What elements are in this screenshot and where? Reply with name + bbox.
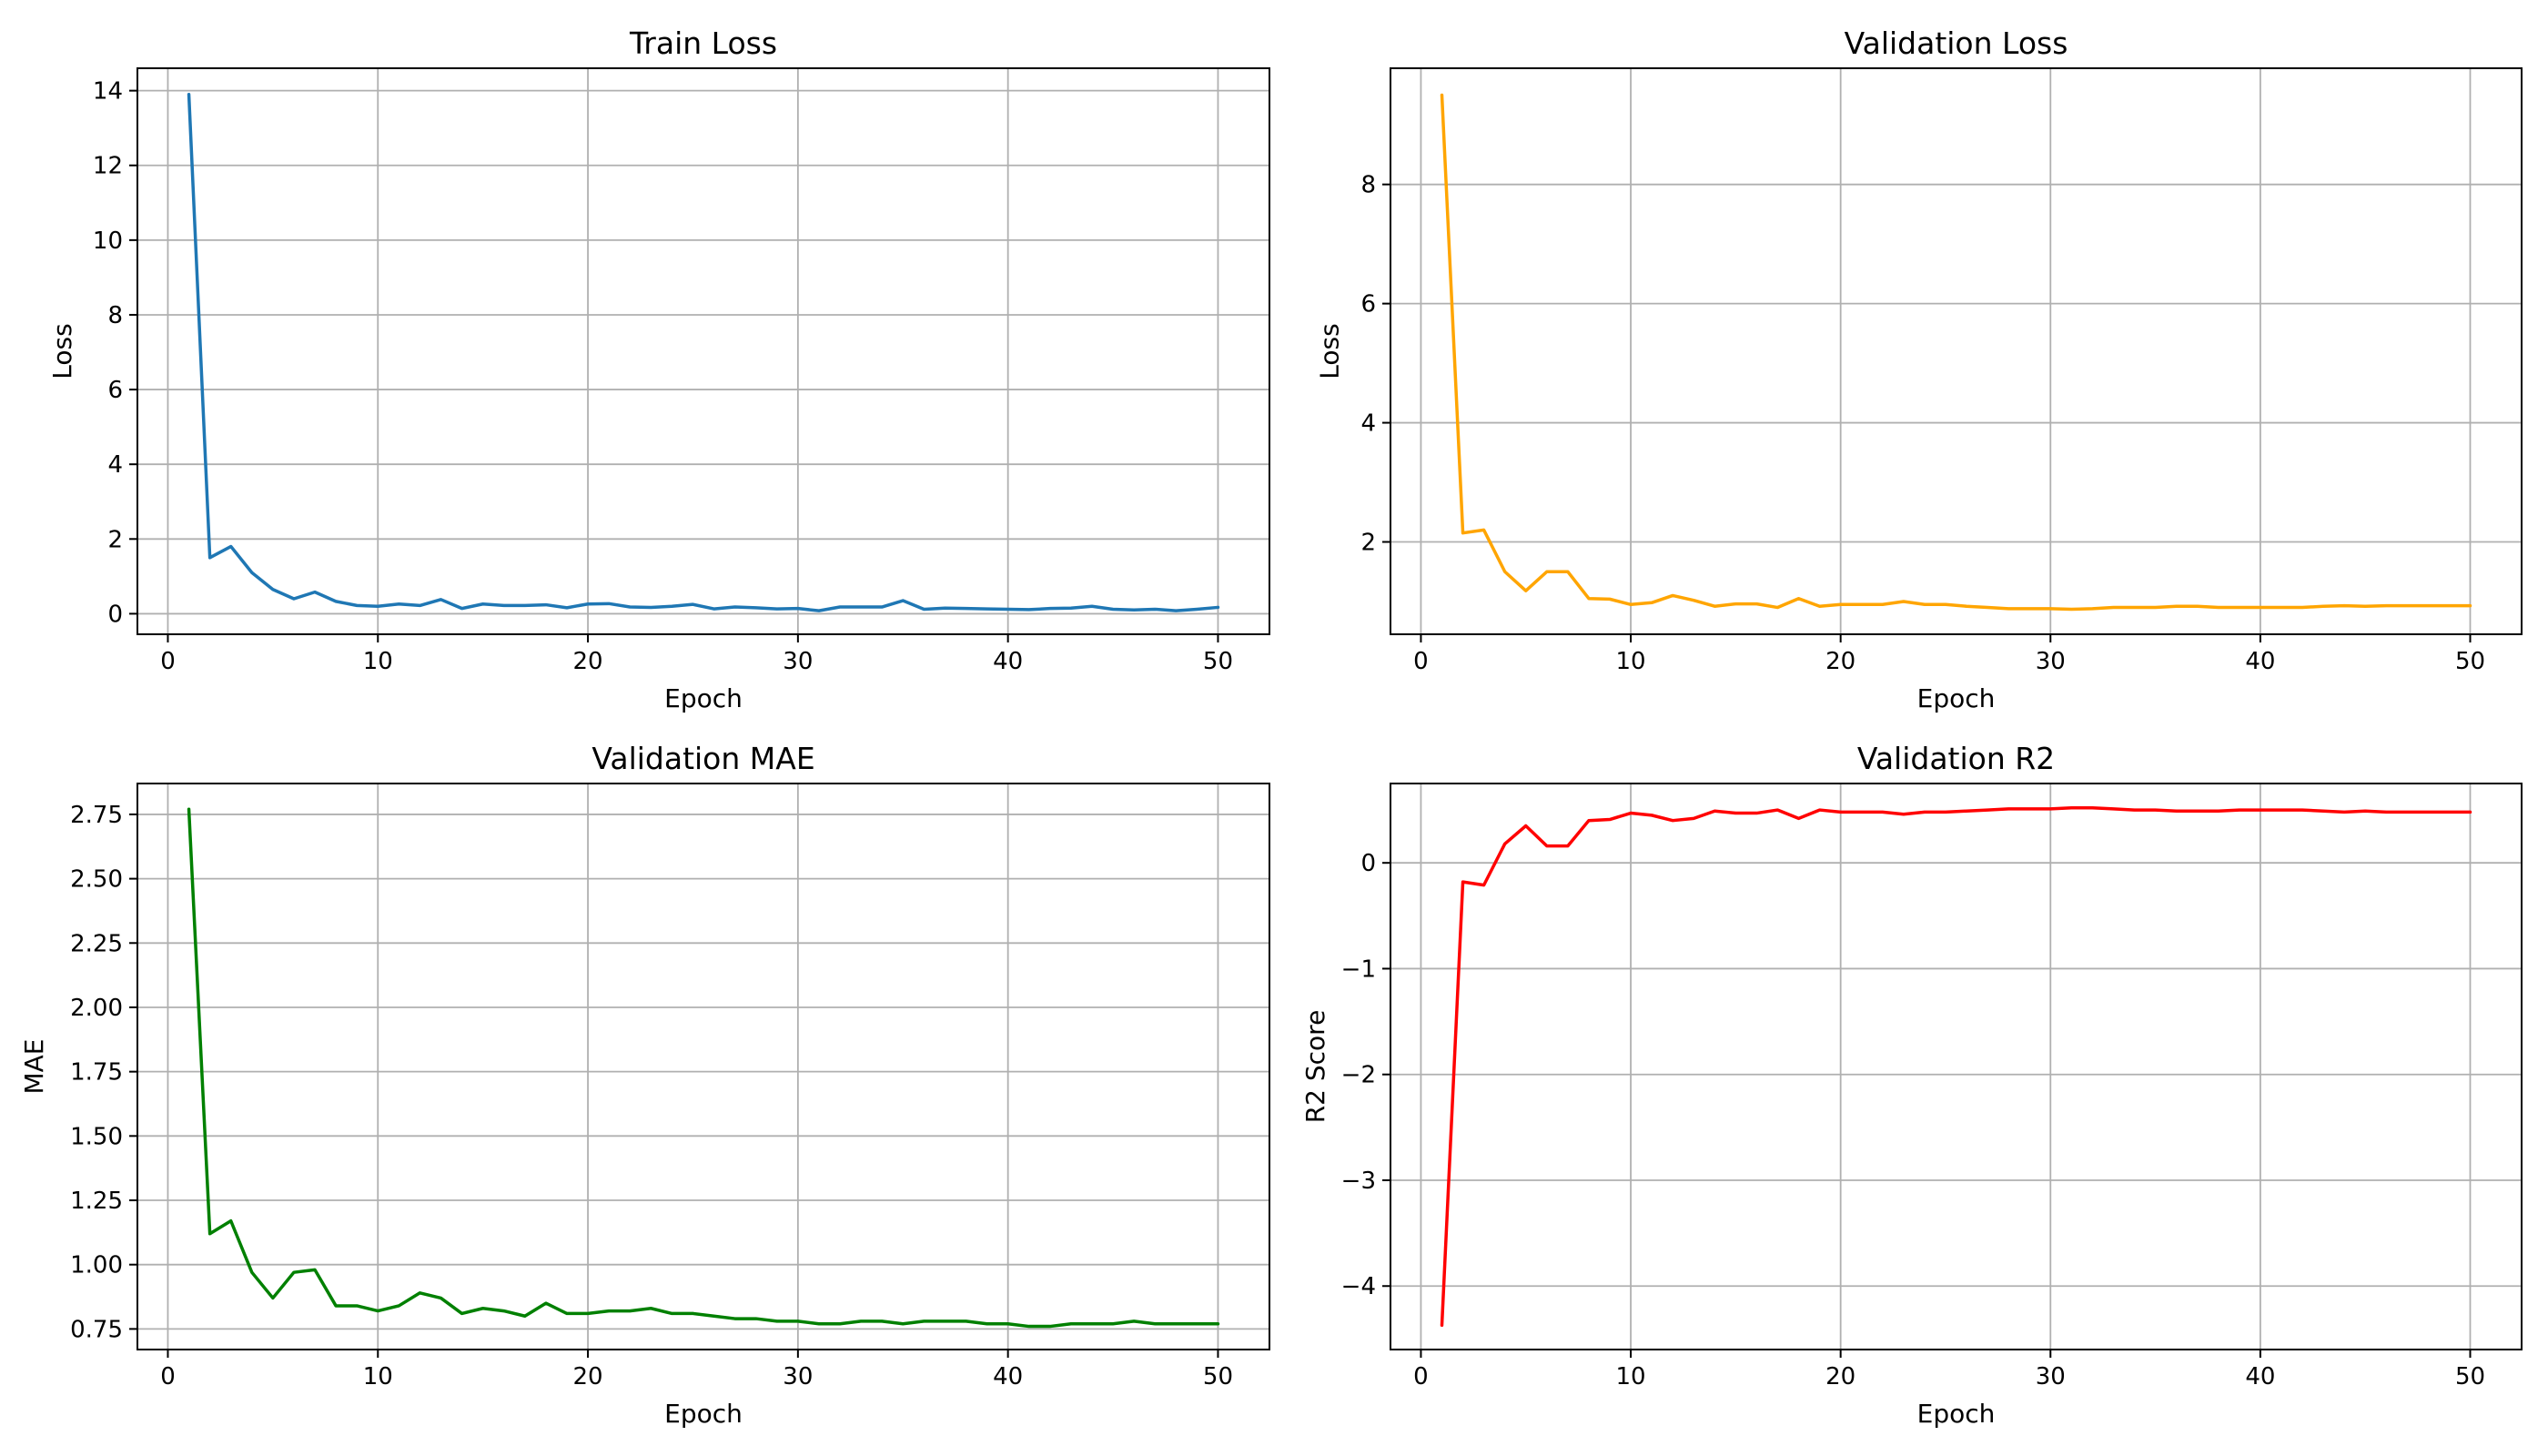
validation-r2-x-tick-label: 10: [1616, 1363, 1646, 1390]
validation-r2-title: Validation R2: [1857, 741, 2055, 776]
train-loss-y-tick-label: 6: [107, 377, 123, 404]
validation-mae-y-tick-label: 2.00: [70, 995, 123, 1022]
validation-loss-series-line: [1440, 93, 2472, 612]
validation-mae-y-axis-label: MAE: [19, 1038, 49, 1094]
validation-loss-x-tick-label: 40: [2245, 648, 2275, 675]
validation-r2-y-tick-label: −2: [1341, 1062, 1376, 1089]
validation-loss-x-axis-label: Epoch: [1917, 683, 1996, 713]
validation-mae-x-tick-label: 30: [783, 1363, 813, 1390]
validation-r2-y-tick-label: −1: [1341, 956, 1376, 983]
validation-loss-x-tick-label: 20: [1825, 648, 1855, 675]
train-loss-x-tick-label: 20: [573, 648, 603, 675]
validation-r2-axes-frame: [1390, 783, 2523, 1350]
validation-mae-x-tick-label: 0: [160, 1363, 176, 1390]
validation-r2-x-tick-label: 20: [1825, 1363, 1855, 1390]
validation-mae-x-tick-label: 50: [1203, 1363, 1233, 1390]
validation-loss-x-tick-label: 30: [2036, 648, 2066, 675]
train-loss-y-tick-label: 4: [107, 451, 123, 479]
train-loss-x-tick-label: 10: [363, 648, 393, 675]
validation-r2-y-tick-label: −3: [1341, 1168, 1376, 1195]
validation-r2-chart: 0 10 20 30 40 50 −4 −3 −2 −1 0 Validation R2 Epoch R2…: [1300, 741, 2523, 1429]
validation-loss-chart: 0 10 20 30 40 50 2 4 6 8 Validation Loss Epoch Loss: [1315, 25, 2523, 713]
validation-mae-y-tick-label: 1.25: [70, 1188, 123, 1215]
train-loss-y-axis-label: Loss: [47, 323, 77, 379]
validation-mae-x-tick-label: 10: [363, 1363, 393, 1390]
train-loss-x-tick-label: 30: [783, 648, 813, 675]
train-loss-axes-frame: [136, 67, 1270, 635]
validation-loss-y-tick-label: 4: [1360, 410, 1376, 438]
validation-r2-x-tick-label: 50: [2455, 1363, 2485, 1390]
validation-mae-y-tick-label: 1.75: [70, 1059, 123, 1087]
validation-mae-x-tick-label: 40: [993, 1363, 1023, 1390]
validation-loss-y-tick-label: 8: [1360, 172, 1376, 199]
validation-loss-x-tick-label: 50: [2455, 648, 2485, 675]
train-loss-y-tick-label: 0: [107, 601, 123, 628]
validation-r2-x-axis-label: Epoch: [1917, 1399, 1996, 1429]
train-loss-y-tick-label: 12: [93, 153, 123, 180]
validation-mae-axes-frame: [136, 783, 1270, 1350]
validation-mae-y-tick-label: 2.25: [70, 930, 123, 957]
validation-loss-x-tick-label: 10: [1616, 648, 1646, 675]
validation-r2-x-tick-label: 0: [1413, 1363, 1429, 1390]
validation-r2-y-tick-label: −4: [1341, 1273, 1376, 1300]
validation-loss-y-tick-label: 6: [1360, 291, 1376, 318]
validation-r2-x-tick-label: 40: [2245, 1363, 2275, 1390]
train-loss-x-tick-label: 40: [993, 648, 1023, 675]
validation-mae-y-tick-label: 1.50: [70, 1123, 123, 1150]
validation-mae-y-tick-label: 1.00: [70, 1252, 123, 1279]
validation-mae-y-tick-label: 0.75: [70, 1316, 123, 1343]
validation-mae-x-tick-label: 20: [573, 1363, 603, 1390]
train-loss-series-line: [187, 92, 1220, 612]
train-loss-x-tick-label: 50: [1203, 648, 1233, 675]
train-loss-chart: 0 10 20 30 40 50 0 2 4 6 8 10 12 14 Train Loss Epoch Los…: [47, 25, 1270, 713]
validation-loss-y-tick-label: 2: [1360, 530, 1376, 557]
train-loss-y-tick-label: 2: [107, 526, 123, 553]
train-loss-x-tick-label: 0: [160, 648, 176, 675]
validation-loss-title: Validation Loss: [1845, 25, 2068, 61]
validation-mae-series-line: [187, 807, 1220, 1329]
validation-r2-series-line: [1440, 805, 2472, 1328]
validation-loss-axes-frame: [1390, 67, 2523, 635]
validation-r2-x-tick-label: 30: [2036, 1363, 2066, 1390]
validation-loss-x-tick-label: 0: [1413, 648, 1429, 675]
validation-mae-chart: 0 10 20 30 40 50 0.75 1.00 1.25 1.50 1.75 2.00 2.25 2…: [19, 741, 1270, 1429]
validation-r2-y-axis-label: R2 Score: [1300, 1010, 1330, 1124]
train-loss-y-tick-label: 8: [107, 302, 123, 329]
train-loss-y-tick-label: 10: [93, 228, 123, 255]
train-loss-x-axis-label: Epoch: [664, 683, 743, 713]
validation-r2-y-tick-label: 0: [1360, 850, 1376, 877]
train-loss-y-tick-label: 14: [93, 78, 123, 106]
validation-mae-x-axis-label: Epoch: [664, 1399, 743, 1429]
train-loss-title: Train Loss: [629, 25, 777, 61]
validation-mae-y-tick-label: 2.50: [70, 866, 123, 894]
validation-loss-y-axis-label: Loss: [1315, 323, 1345, 379]
validation-mae-y-tick-label: 2.75: [70, 802, 123, 829]
validation-mae-title: Validation MAE: [592, 741, 814, 776]
